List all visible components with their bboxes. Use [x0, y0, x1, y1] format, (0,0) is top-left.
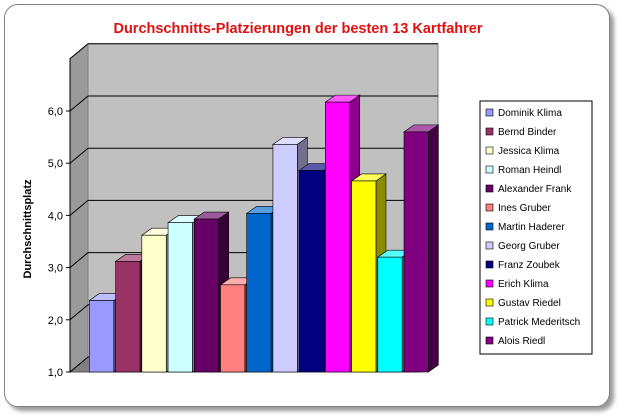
- y-axis-ticks: 1,0 2,0 3,0 4,0 5,0 6,0: [48, 58, 71, 379]
- gridline-side: [69, 304, 89, 321]
- chart-title: Durchschnitts-Platzierungen der besten 1…: [113, 21, 482, 37]
- bar-front: [298, 170, 324, 373]
- legend-box: [479, 100, 593, 355]
- bar-side: [428, 124, 439, 373]
- legend-item: Patrick Mederitsch: [485, 317, 580, 328]
- legend-label: Martin Haderer: [498, 222, 565, 233]
- bar-front: [377, 256, 403, 373]
- gridline-side: [69, 252, 89, 268]
- legend-label: Roman Heindl: [498, 165, 561, 176]
- legend-label: Alois Riedl: [498, 336, 545, 347]
- bars-group: [88, 94, 440, 373]
- legend-label: Patrick Mederitsch: [498, 317, 580, 328]
- y-tick-label: 2,0: [48, 315, 63, 327]
- legend-label: Erich Klima: [498, 279, 549, 290]
- legend-swatch: [485, 241, 494, 250]
- legend-swatch: [485, 222, 494, 231]
- y-tick-label: 5,0: [48, 158, 63, 170]
- bar: [403, 124, 440, 373]
- legend-item: Alois Riedl: [485, 336, 545, 347]
- legend: Dominik Klima Bernd Binder Jessica Klima Ro…: [479, 100, 593, 355]
- legend-item: Bernd Binder: [485, 127, 557, 138]
- legend-item: Gustav Riedel: [485, 298, 561, 309]
- legend-item: Erich Klima: [485, 279, 549, 290]
- legend-item: Ines Gruber: [485, 203, 551, 214]
- legend-label: Jessica Klima: [498, 146, 560, 157]
- gridline-side: [69, 43, 89, 60]
- gridline-side: [69, 147, 89, 164]
- bar-front: [246, 213, 272, 373]
- legend-label: Ines Gruber: [498, 203, 551, 214]
- bar-front: [193, 218, 219, 373]
- y-tick-label: 6,0: [48, 106, 63, 118]
- legend-swatch: [485, 279, 494, 288]
- legend-swatch: [485, 298, 494, 307]
- y-tick-label: 4,0: [48, 210, 63, 222]
- legend-swatch: [485, 260, 494, 269]
- bar-front: [351, 180, 377, 373]
- legend-swatch: [485, 184, 494, 193]
- legend-swatch: [485, 336, 494, 345]
- gridline-side: [69, 95, 89, 112]
- y-axis-label: Durchschnittsplatz: [22, 179, 34, 279]
- legend-label: Georg Gruber: [498, 241, 560, 252]
- legend-swatch: [485, 127, 494, 136]
- bar-front: [325, 101, 351, 373]
- gridline-side: [69, 356, 89, 373]
- legend-item: Georg Gruber: [485, 241, 560, 252]
- legend-label: Alexander Frank: [498, 184, 572, 195]
- legend-item: Martin Haderer: [485, 222, 565, 233]
- legend-label: Gustav Riedel: [498, 298, 561, 309]
- gridline-side: [69, 200, 89, 216]
- legend-item: Alexander Frank: [485, 184, 572, 195]
- bar-front: [167, 222, 193, 373]
- y-tick-label: 1,0: [48, 367, 63, 379]
- legend-swatch: [485, 108, 494, 117]
- legend-label: Bernd Binder: [498, 127, 557, 138]
- legend-item: Franz Zoubek: [485, 260, 561, 271]
- legend-swatch: [485, 165, 494, 174]
- legend-item: Roman Heindl: [485, 165, 561, 176]
- legend-swatch: [485, 317, 494, 326]
- y-tick-label: 3,0: [48, 263, 63, 275]
- bar-front: [403, 131, 429, 373]
- legend-label: Franz Zoubek: [498, 260, 561, 271]
- legend-item: Jessica Klima: [485, 146, 560, 157]
- legend-swatch: [485, 146, 494, 155]
- bar-front: [89, 300, 115, 373]
- legend-label: Dominik Klima: [498, 108, 562, 119]
- bar-front: [272, 144, 298, 373]
- bar-front: [141, 234, 167, 373]
- bar-front: [115, 261, 141, 373]
- legend-swatch: [485, 203, 494, 212]
- legend-item: Dominik Klima: [485, 108, 562, 119]
- bar-front: [220, 284, 246, 373]
